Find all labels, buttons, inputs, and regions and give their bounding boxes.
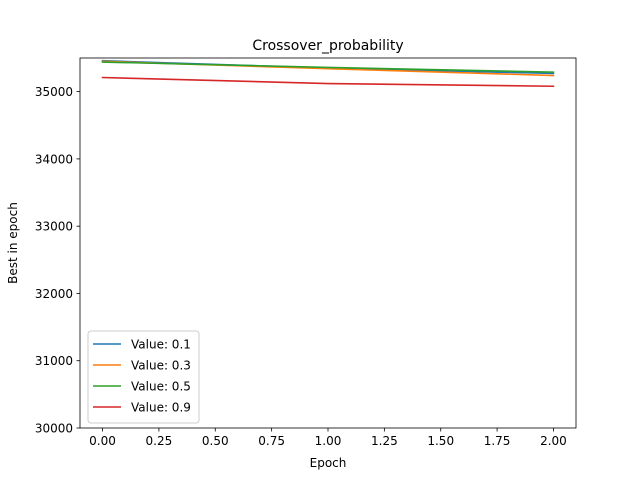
legend-label: Value: 0.9 [131,401,191,415]
legend-entry: Value: 0.3 [93,359,191,373]
x-tick-label: 1.75 [484,434,511,448]
x-tick-label: 1.25 [371,434,398,448]
legend-entry: Value: 0.1 [93,338,191,352]
x-tick-label: 0.25 [146,434,173,448]
legend-label: Value: 0.1 [131,338,191,352]
legend-box [87,330,200,424]
x-axis: 0.00 0.25 0.50 0.75 1.00 1.25 1.50 1.75 2.00 [89,428,567,448]
x-tick-label: 1.00 [315,434,342,448]
legend-entry: Value: 0.5 [93,380,191,394]
legend: Value: 0.1 Value: 0.3 Value: 0.5 Value: 0.9 [87,330,200,424]
x-tick-label: 0.75 [258,434,285,448]
y-tick-label: 33000 [35,220,73,234]
y-tick-label: 31000 [35,354,73,368]
y-axis: 30000 31000 32000 33000 34000 35000 [35,85,80,436]
legend-label: Value: 0.3 [131,359,191,373]
legend-entry: Value: 0.9 [93,401,191,415]
x-tick-label: 0.50 [202,434,229,448]
y-tick-label: 35000 [35,85,73,99]
x-tick-label: 2.00 [540,434,567,448]
y-tick-label: 32000 [35,287,73,301]
series-line-3 [101,61,555,73]
x-tick-label: 0.00 [89,434,116,448]
chart-title: Crossover_probability [252,38,403,54]
x-axis-label: Epoch [310,456,347,470]
series-line-4 [101,76,555,88]
y-tick-label: 34000 [35,152,73,166]
y-tick-label: 30000 [35,422,73,436]
series-layer [101,59,555,88]
y-axis-label: Best in epoch [6,202,20,284]
legend-label: Value: 0.5 [131,380,191,394]
x-tick-label: 1.50 [427,434,454,448]
